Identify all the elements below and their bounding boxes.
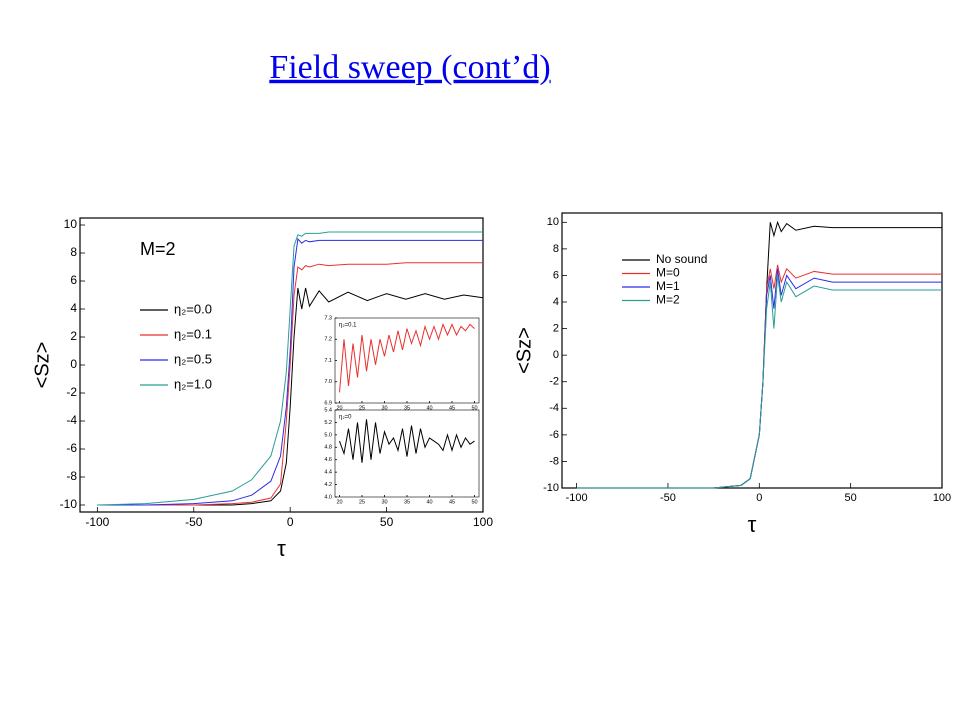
y-tick-label: 7.0 bbox=[324, 379, 332, 385]
x-tick-label: 25 bbox=[359, 499, 365, 505]
x-tick-label: 45 bbox=[449, 405, 455, 411]
legend-label: η₂=0.1 bbox=[174, 326, 212, 341]
x-tick-label: 25 bbox=[359, 405, 365, 411]
y-tick-label: 7.1 bbox=[324, 358, 332, 364]
x-tick-label: 30 bbox=[381, 405, 387, 411]
y-axis-label: <Sz> bbox=[31, 342, 53, 389]
plot-frame bbox=[561, 212, 943, 489]
y-tick-label: -10 bbox=[543, 482, 559, 494]
y-tick-label: 4.6 bbox=[324, 457, 332, 463]
series-line bbox=[339, 419, 475, 463]
y-tick-label: 5.2 bbox=[324, 420, 332, 426]
y-tick-label: 2 bbox=[70, 329, 77, 343]
series-line bbox=[97, 231, 483, 506]
y-tick-label: -2 bbox=[549, 376, 559, 388]
x-tick-label: 35 bbox=[404, 405, 410, 411]
legend-label: η₂=0.0 bbox=[174, 301, 212, 316]
x-tick-label: -100 bbox=[566, 492, 588, 504]
y-tick-label: -4 bbox=[549, 402, 559, 414]
y-tick-label: -2 bbox=[66, 385, 77, 399]
x-tick-label: 35 bbox=[404, 499, 410, 505]
y-tick-label: 7.2 bbox=[324, 337, 332, 343]
x-tick-label: 20 bbox=[336, 499, 342, 505]
x-tick-label: 100 bbox=[933, 492, 951, 504]
y-tick-label: 8 bbox=[553, 243, 559, 255]
y-tick-label: 2 bbox=[553, 322, 559, 334]
x-tick-label: -50 bbox=[660, 492, 676, 504]
y-tick-label: 4.8 bbox=[324, 445, 332, 451]
legend-label: M=2 bbox=[656, 293, 680, 307]
legend-label: η₂=1.0 bbox=[174, 376, 212, 391]
y-tick-label: 8 bbox=[70, 245, 77, 259]
series-line bbox=[97, 262, 483, 506]
y-tick-label: 4.4 bbox=[324, 470, 332, 476]
y-tick-label: -10 bbox=[60, 497, 78, 511]
y-tick-label: 6.9 bbox=[324, 400, 332, 406]
x-axis-label: τ bbox=[277, 536, 286, 561]
series-line bbox=[339, 322, 475, 393]
x-tick-label: -50 bbox=[185, 515, 203, 529]
y-tick-label: -8 bbox=[66, 469, 77, 483]
x-tick-label: 20 bbox=[336, 405, 342, 411]
y-tick-label: 6 bbox=[553, 269, 559, 281]
legend-label: η₂=0.5 bbox=[174, 351, 212, 366]
y-tick-label: 10 bbox=[547, 216, 559, 228]
series-line bbox=[97, 287, 484, 506]
y-tick-label: 10 bbox=[64, 217, 78, 231]
annotation: η₂=0 bbox=[339, 415, 352, 421]
x-tick-label: -100 bbox=[85, 515, 109, 529]
slide-title: Field sweep (cont’d) bbox=[269, 49, 550, 86]
legend-label: No sound bbox=[656, 252, 707, 266]
annotation: M=2 bbox=[140, 239, 176, 259]
x-tick-label: 50 bbox=[845, 492, 857, 504]
legend-label: M=1 bbox=[656, 279, 680, 293]
x-tick-label: 40 bbox=[426, 499, 432, 505]
x-tick-label: 0 bbox=[756, 492, 762, 504]
x-tick-label: 0 bbox=[287, 515, 294, 529]
y-tick-label: 5.0 bbox=[324, 432, 332, 438]
y-tick-label: -4 bbox=[66, 413, 77, 427]
y-tick-label: -6 bbox=[66, 441, 77, 455]
x-tick-label: 50 bbox=[380, 515, 394, 529]
y-tick-label: 7.3 bbox=[324, 315, 332, 321]
series-line bbox=[576, 275, 942, 489]
y-tick-label: 6 bbox=[70, 273, 77, 287]
x-tick-label: 40 bbox=[426, 405, 432, 411]
y-tick-label: 4.0 bbox=[324, 494, 332, 500]
y-tick-label: -6 bbox=[549, 429, 559, 441]
legend-label: M=0 bbox=[656, 266, 680, 280]
series-line bbox=[97, 237, 483, 506]
x-axis-label: τ bbox=[748, 512, 757, 537]
x-tick-label: 30 bbox=[381, 499, 387, 505]
y-tick-label: -8 bbox=[549, 455, 559, 467]
x-tick-label: 50 bbox=[471, 499, 477, 505]
y-tick-label: 0 bbox=[553, 349, 559, 361]
x-tick-label: 45 bbox=[449, 499, 455, 505]
x-tick-label: 100 bbox=[473, 515, 493, 529]
y-tick-label: 0 bbox=[70, 357, 77, 371]
y-tick-label: 4.2 bbox=[324, 482, 332, 488]
annotation: η₂=0.1 bbox=[339, 323, 357, 329]
y-tick-label: 5.4 bbox=[324, 407, 332, 413]
y-axis-label: <Sz> bbox=[513, 327, 535, 374]
y-tick-label: 4 bbox=[553, 296, 559, 308]
y-tick-label: 4 bbox=[70, 301, 77, 315]
x-tick-label: 50 bbox=[471, 405, 477, 411]
